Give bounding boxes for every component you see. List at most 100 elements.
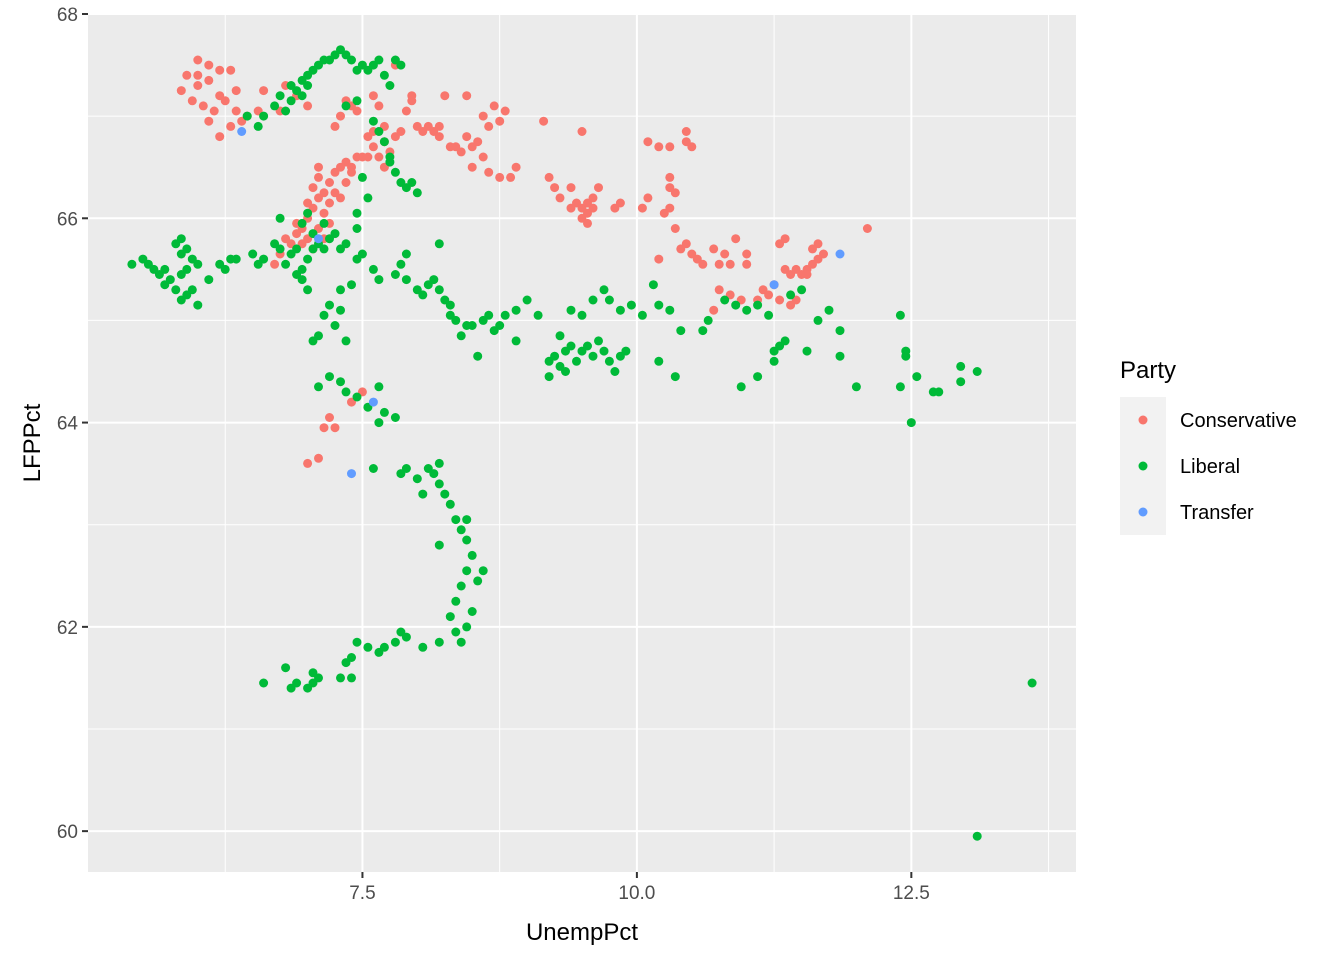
data-point bbox=[434, 132, 444, 142]
data-point bbox=[451, 627, 461, 637]
data-point bbox=[308, 668, 318, 678]
data-point bbox=[308, 336, 318, 346]
data-point bbox=[550, 183, 560, 193]
data-point bbox=[368, 116, 378, 126]
data-point bbox=[709, 244, 719, 254]
data-point bbox=[127, 259, 137, 269]
data-point bbox=[303, 254, 313, 264]
data-point bbox=[445, 612, 455, 622]
data-point bbox=[956, 361, 966, 371]
data-point bbox=[495, 116, 505, 126]
data-point bbox=[165, 275, 175, 285]
data-point bbox=[374, 418, 384, 428]
data-point bbox=[720, 295, 730, 305]
data-point bbox=[742, 249, 752, 259]
data-point bbox=[176, 86, 186, 96]
data-point bbox=[594, 183, 603, 193]
data-point bbox=[434, 239, 444, 249]
data-point bbox=[676, 326, 686, 336]
data-point bbox=[374, 275, 384, 285]
data-point bbox=[643, 193, 653, 203]
data-point bbox=[451, 142, 461, 152]
data-point bbox=[319, 244, 329, 254]
data-point bbox=[615, 305, 625, 315]
data-point bbox=[445, 499, 455, 509]
data-point bbox=[566, 305, 576, 315]
data-point bbox=[396, 259, 406, 269]
data-point bbox=[396, 127, 406, 136]
data-point bbox=[484, 167, 494, 177]
data-point bbox=[643, 137, 653, 147]
data-point bbox=[1027, 678, 1037, 688]
data-point bbox=[352, 106, 362, 116]
data-point bbox=[407, 91, 417, 101]
data-point bbox=[341, 178, 351, 187]
y-tick-label: 68 bbox=[57, 5, 78, 26]
data-point bbox=[242, 111, 252, 121]
data-point bbox=[462, 566, 472, 576]
data-point bbox=[352, 392, 362, 402]
data-point bbox=[275, 244, 285, 254]
data-point bbox=[698, 259, 708, 269]
data-point bbox=[511, 336, 521, 346]
data-point bbox=[764, 310, 774, 320]
legend-label: Liberal bbox=[1180, 456, 1240, 478]
data-point bbox=[297, 218, 307, 228]
data-point bbox=[786, 300, 796, 310]
data-point bbox=[347, 673, 356, 683]
data-point bbox=[495, 321, 505, 330]
data-point bbox=[341, 387, 351, 397]
data-point bbox=[259, 254, 269, 264]
data-point bbox=[220, 264, 230, 274]
data-point bbox=[281, 234, 291, 244]
data-point bbox=[325, 372, 334, 382]
data-point bbox=[670, 372, 680, 382]
data-point bbox=[862, 224, 872, 233]
data-point bbox=[363, 642, 373, 652]
data-point bbox=[731, 234, 741, 244]
data-point bbox=[467, 321, 477, 330]
data-point bbox=[319, 208, 329, 218]
legend-item-conservative: Conservative bbox=[1138, 410, 1297, 432]
data-point bbox=[742, 259, 752, 269]
data-point bbox=[720, 249, 730, 259]
data-point bbox=[176, 270, 186, 279]
legend-title: Party bbox=[1120, 357, 1176, 384]
data-point bbox=[670, 224, 680, 233]
data-point bbox=[390, 270, 400, 279]
data-point bbox=[259, 678, 269, 688]
data-point bbox=[588, 295, 598, 305]
data-point bbox=[259, 86, 269, 96]
data-point bbox=[780, 336, 790, 346]
data-point bbox=[577, 127, 587, 136]
data-point bbox=[451, 596, 461, 606]
data-point bbox=[648, 280, 658, 290]
data-point bbox=[462, 515, 472, 525]
data-point bbox=[665, 305, 675, 315]
data-point bbox=[336, 193, 345, 203]
data-point bbox=[473, 137, 483, 147]
data-point bbox=[352, 208, 362, 218]
data-point bbox=[495, 172, 505, 182]
data-point bbox=[385, 157, 395, 167]
data-point bbox=[429, 469, 439, 479]
data-point bbox=[275, 213, 285, 223]
data-point bbox=[456, 637, 466, 647]
y-tick-label: 62 bbox=[57, 618, 78, 639]
data-point bbox=[478, 111, 488, 121]
y-axis-title: LFPPct bbox=[19, 403, 46, 482]
data-point bbox=[187, 96, 197, 106]
legend: Party Conservative Liberal Transfer bbox=[1120, 357, 1297, 535]
data-point bbox=[412, 188, 422, 198]
data-point bbox=[769, 280, 779, 290]
data-point bbox=[303, 208, 313, 218]
data-point bbox=[325, 413, 334, 422]
data-point bbox=[813, 315, 823, 325]
x-tick-label: 7.5 bbox=[349, 883, 375, 904]
data-point bbox=[379, 70, 389, 80]
data-point bbox=[544, 172, 554, 182]
data-point bbox=[434, 121, 444, 131]
data-point bbox=[368, 142, 378, 152]
data-point bbox=[401, 106, 411, 116]
